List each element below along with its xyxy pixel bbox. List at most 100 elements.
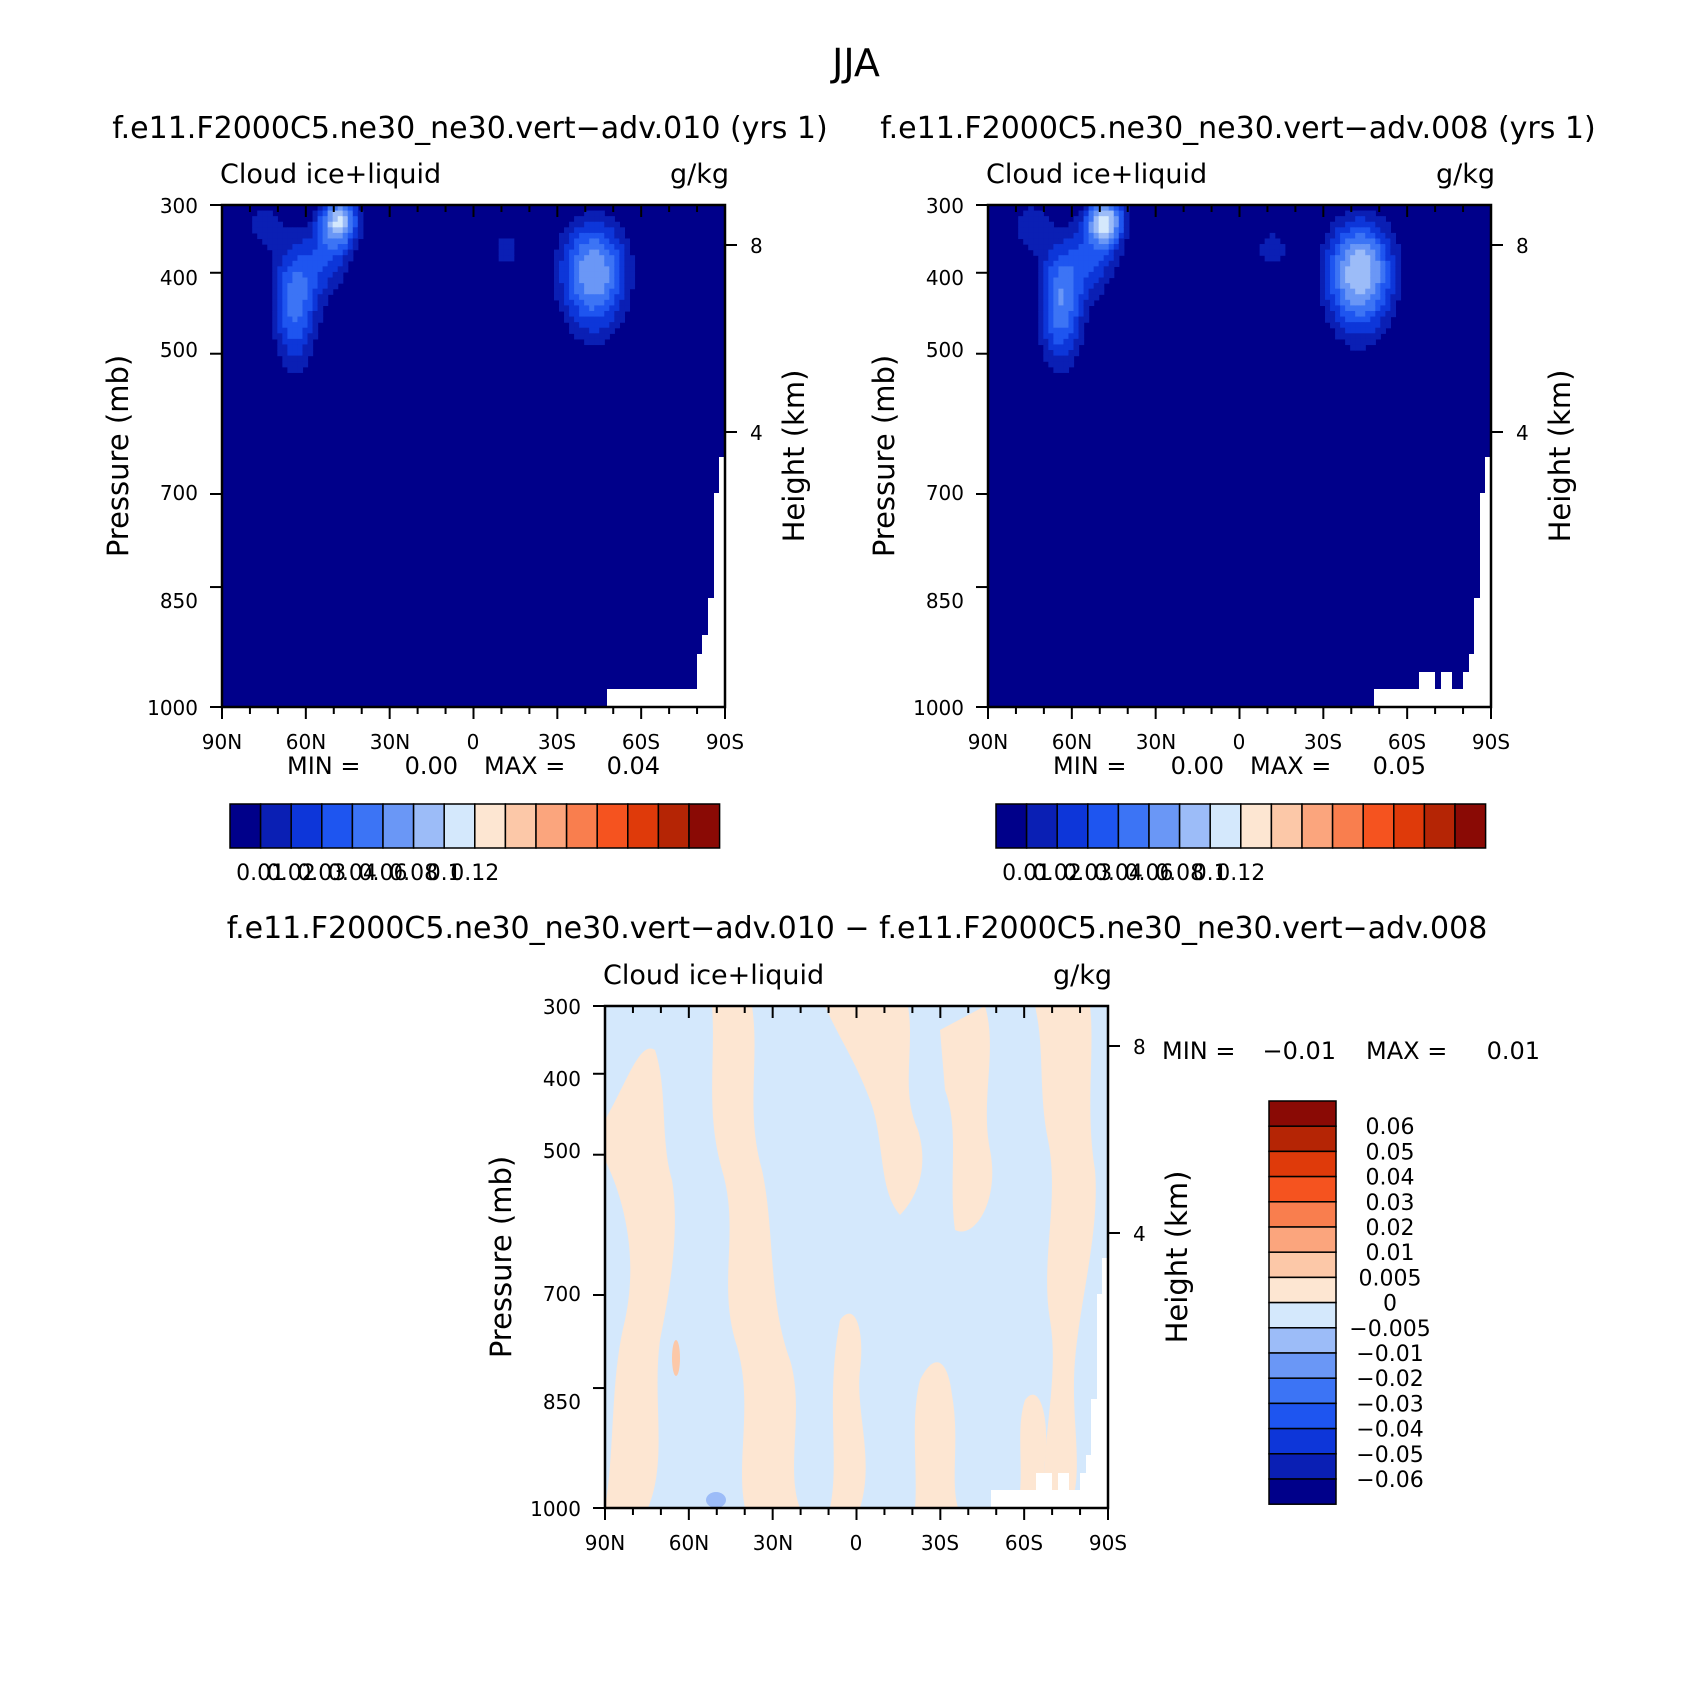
contour-cell: [1335, 322, 1341, 329]
contour-cell: [1370, 244, 1376, 251]
contour-cell: [1078, 333, 1085, 340]
contour-cell: [574, 244, 580, 251]
contour-cell: [1048, 266, 1054, 273]
contour-cell: [1355, 283, 1361, 290]
contour-cell: [322, 255, 329, 262]
contour-cell: [614, 322, 620, 329]
contour-cell: [257, 232, 263, 240]
positive-anomaly-region: [1035, 1006, 1096, 1508]
contour-cell: [604, 310, 610, 318]
contour-cell: [559, 283, 565, 290]
contour-cell: [342, 232, 349, 240]
contour-cell: [584, 327, 590, 334]
contour-cell: [564, 244, 570, 251]
contour-cell: [1370, 210, 1376, 217]
contour-cell: [332, 205, 339, 212]
y-tick-label: 1000: [147, 696, 198, 720]
contour-cell: [1113, 227, 1120, 234]
contour-cell: [297, 277, 304, 284]
colorbar-label: −0.02: [1356, 1367, 1423, 1392]
contour-cell: [1350, 316, 1356, 323]
units-label-3: g/kg: [1053, 960, 1112, 991]
contour-cell: [1043, 249, 1049, 256]
contour-cell: [1078, 277, 1085, 284]
contour-cell: [584, 305, 590, 312]
contour-cell: [579, 316, 585, 323]
contour-cell: [1375, 227, 1381, 234]
contour-cell: [1340, 271, 1346, 279]
contour-cell: [307, 238, 314, 245]
contour-cell: [1259, 244, 1266, 251]
contour-cell: [287, 344, 294, 351]
contour-cell: [1375, 221, 1381, 228]
contour-cell: [1098, 266, 1105, 273]
contour-cell: [1038, 338, 1044, 346]
contour-cell: [1380, 221, 1386, 228]
contour-cell: [574, 249, 580, 256]
contour-cell: [1038, 227, 1044, 234]
contour-cell: [282, 288, 288, 295]
contour-cell: [1033, 210, 1039, 217]
contour-cell: [317, 244, 324, 251]
contour-cell: [1355, 266, 1361, 273]
contour-cell: [337, 271, 344, 279]
contour-cell: [594, 305, 600, 312]
y-tick-label: 700: [543, 1282, 581, 1306]
y-tick-label: 1000: [913, 696, 964, 720]
contour-cell: [302, 232, 309, 240]
contour-cell: [569, 299, 575, 306]
contour-cell: [1048, 238, 1054, 245]
contour-cell: [1350, 271, 1356, 279]
contour-cell: [282, 305, 288, 312]
contour-cell: [579, 255, 585, 262]
contour-cell: [1395, 260, 1402, 267]
contour-cell: [287, 350, 294, 357]
contour-cell: [1345, 288, 1351, 295]
contour-cell: [327, 238, 334, 245]
contour-cell: [1063, 288, 1070, 295]
contour-cell: [1335, 227, 1341, 234]
contour-cell: [1043, 244, 1049, 251]
contour-cell: [1385, 322, 1391, 329]
contour-cell: [302, 283, 309, 290]
contour-cell: [1355, 277, 1361, 284]
contour-cell: [277, 283, 283, 290]
contour-cell: [553, 277, 560, 284]
contour-cell: [1345, 322, 1351, 329]
contour-cell: [1093, 260, 1100, 267]
contour-cell: [292, 310, 299, 318]
contour-cells-2: [1018, 205, 1402, 373]
contour-cell: [559, 305, 565, 312]
contour-cell: [589, 232, 595, 240]
contour-cell: [1345, 310, 1351, 318]
positive-anomaly-region: [914, 1362, 958, 1508]
contour-cell: [347, 205, 354, 212]
contour-cell: [1088, 271, 1095, 279]
contour-cell: [1083, 299, 1090, 306]
contour-cell: [1088, 288, 1095, 295]
contour-cell: [569, 221, 575, 228]
contour-cell: [357, 232, 364, 240]
contour-cell: [297, 294, 304, 301]
contour-cell: [262, 232, 268, 240]
contour-cell: [574, 294, 580, 301]
contour-cell: [1385, 294, 1391, 301]
contour-cell: [1048, 232, 1054, 240]
min-label-3: MIN =: [1162, 1037, 1235, 1065]
contour-cell: [1340, 310, 1346, 318]
contour-cell: [594, 277, 600, 284]
contour-cell: [322, 216, 329, 223]
contour-cell: [594, 216, 600, 223]
contour-cell: [1093, 244, 1100, 251]
min-value-3: −0.01: [1262, 1037, 1336, 1065]
contour-cell: [277, 238, 283, 245]
contour-cell: [609, 266, 615, 273]
contour-cell: [1340, 294, 1346, 301]
contour-cell: [347, 216, 354, 223]
y-tick-label: 850: [160, 589, 198, 613]
contour-cell: [252, 221, 258, 228]
contour-cell: [589, 288, 595, 295]
contour-cell: [277, 255, 283, 262]
contour-cell: [599, 255, 605, 262]
contour-cell: [1058, 249, 1065, 256]
